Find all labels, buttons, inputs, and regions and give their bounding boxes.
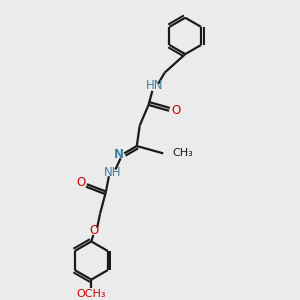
- Text: O: O: [89, 224, 98, 237]
- Text: CH₃: CH₃: [172, 148, 193, 158]
- Text: O: O: [171, 104, 180, 117]
- Text: OCH₃: OCH₃: [76, 289, 106, 299]
- Text: NH: NH: [104, 166, 122, 179]
- Text: N: N: [114, 148, 124, 161]
- Text: HN: HN: [146, 79, 163, 92]
- Text: O: O: [76, 176, 85, 189]
